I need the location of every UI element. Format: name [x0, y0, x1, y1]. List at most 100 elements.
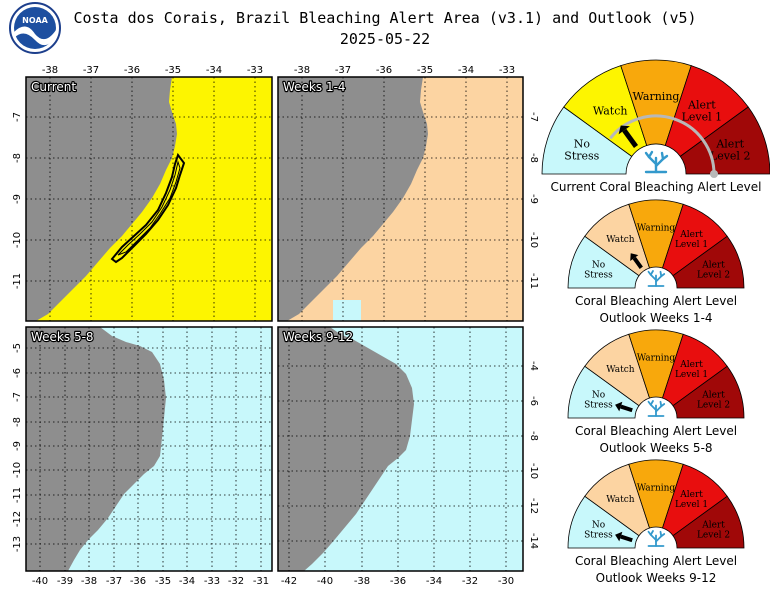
gauge-label-alert2: Alert Level 2 [697, 260, 730, 280]
y-tick: -10 [12, 232, 23, 248]
coral-icon [647, 530, 666, 547]
x-tick: -34 [458, 65, 474, 76]
y-tick: -11 [528, 273, 539, 289]
y-tick: -8 [12, 417, 23, 427]
gauge-sector-alert1 [664, 65, 749, 157]
x-tick: -36 [376, 65, 392, 76]
y-tick: -7 [12, 112, 23, 122]
map-panel-weeks-9-12: Weeks 9-12 -42 -40 -38 -36 -34 -32 -30 -… [277, 326, 539, 587]
x-tick: -36 [124, 65, 140, 76]
x-tick: -32 [228, 576, 244, 587]
gauge-label-watch: Watch [606, 235, 634, 245]
gauge-needle-head [618, 125, 630, 135]
gauge-label-no-stress: No Stress [564, 138, 599, 163]
x-tick: -31 [253, 576, 269, 587]
gauge-sector-alert1 [661, 203, 728, 277]
gauge-sector-warning [628, 329, 684, 399]
x-tick: -37 [335, 65, 351, 76]
gauge-label-alert1: Alert Level 1 [675, 360, 708, 380]
x-tick: -35 [165, 65, 181, 76]
gauge-sector-alert1 [661, 333, 728, 407]
gauge-caption-period: Outlook Weeks 9-12 [596, 571, 717, 585]
gauge-label-watch: Watch [606, 365, 634, 375]
x-tick: -37 [106, 576, 122, 587]
gauge-needle [622, 128, 639, 148]
x-tick: -34 [206, 65, 222, 76]
gauge-needle-head [615, 531, 623, 542]
gauge-caption: Coral Bleaching Alert Level [575, 554, 737, 568]
gauge-caption: Coral Bleaching Alert Level [575, 424, 737, 438]
map-panel-current: Current -38 -37 -36 -35 -34 -33 -7 -8 -9… [12, 65, 273, 322]
y-tick: -14 [528, 533, 539, 549]
y-tick: -8 [12, 153, 23, 163]
coral-icon [647, 270, 666, 287]
coral-icon [644, 150, 669, 174]
gauge-needle [620, 404, 633, 413]
gauge-sector-warning [628, 199, 684, 269]
x-tick: -36 [130, 576, 146, 587]
gauge-history-arc [609, 114, 716, 175]
x-tick: -38 [81, 576, 97, 587]
x-tick: -34 [426, 576, 442, 587]
land-mass [26, 327, 166, 571]
gauge-label-warning: Warning [637, 484, 676, 494]
y-tick: -5 [12, 343, 23, 353]
gauge-label-alert1: Alert Level 1 [682, 99, 723, 124]
map-panel-weeks-1-4: Weeks 1-4 -38 -37 -36 -35 -34 -33 -7 -8 … [277, 65, 539, 322]
gauge-label-no-stress: No Stress [584, 260, 613, 280]
gauge-sector-warning [628, 459, 684, 529]
gauge-sector-alert2 [672, 235, 745, 289]
y-tick: -9 [528, 194, 539, 204]
x-tick: -35 [417, 65, 433, 76]
gauge-label-watch: Watch [593, 105, 628, 118]
gauge-needle [620, 534, 633, 543]
x-tick: -35 [155, 576, 171, 587]
gauge-label-alert2: Alert Level 2 [697, 520, 730, 540]
x-tick: -36 [390, 576, 406, 587]
gauge-label-no-stress: No Stress [584, 390, 613, 410]
panel-label: Weeks 1-4 [283, 80, 346, 94]
gauge-label-alert2: Alert Level 2 [697, 390, 730, 410]
gauge-sector-no-stress [541, 106, 633, 175]
gauge-needle-head [630, 253, 639, 262]
gauge-label-warning: Warning [637, 224, 676, 234]
y-tick: -9 [12, 194, 23, 204]
x-tick: -39 [57, 576, 73, 587]
y-tick: -10 [528, 463, 539, 479]
y-tick: -11 [12, 487, 23, 503]
no-stress-patch [333, 300, 361, 321]
y-tick: -4 [528, 361, 539, 371]
gauge-label-watch: Watch [606, 495, 634, 505]
reef-region-outline [110, 152, 186, 264]
land-mass [278, 327, 414, 571]
x-tick: -33 [247, 65, 263, 76]
y-tick: -8 [528, 153, 539, 163]
gauge-sector-warning [620, 59, 692, 146]
y-tick: -6 [12, 368, 23, 378]
gauge-sector-watch [584, 463, 651, 537]
panel-label: Weeks 5-8 [31, 330, 94, 344]
gauge-caption-period: Outlook Weeks 5-8 [599, 441, 712, 455]
gauge-history-dot [710, 170, 718, 178]
x-tick: -34 [179, 576, 195, 587]
x-tick: -38 [42, 65, 58, 76]
x-tick: -32 [462, 576, 478, 587]
gauge-sector-alert2 [672, 495, 745, 549]
x-tick: -42 [281, 576, 297, 587]
y-tick: -10 [528, 232, 539, 248]
gauge-label-alert1: Alert Level 1 [675, 230, 708, 250]
gauge-label-no-stress: No Stress [584, 520, 613, 540]
gauge-label-warning: Warning [633, 90, 680, 103]
gauge-needle-head [615, 401, 623, 412]
gauge-sector-watch [584, 333, 651, 407]
x-tick: -33 [499, 65, 515, 76]
y-tick: -11 [12, 273, 23, 289]
noaa-logo-text: NOAA [22, 16, 48, 25]
figure-date: 2025-05-22 [340, 30, 430, 48]
y-tick: -13 [12, 536, 23, 552]
y-tick: -12 [528, 498, 539, 514]
